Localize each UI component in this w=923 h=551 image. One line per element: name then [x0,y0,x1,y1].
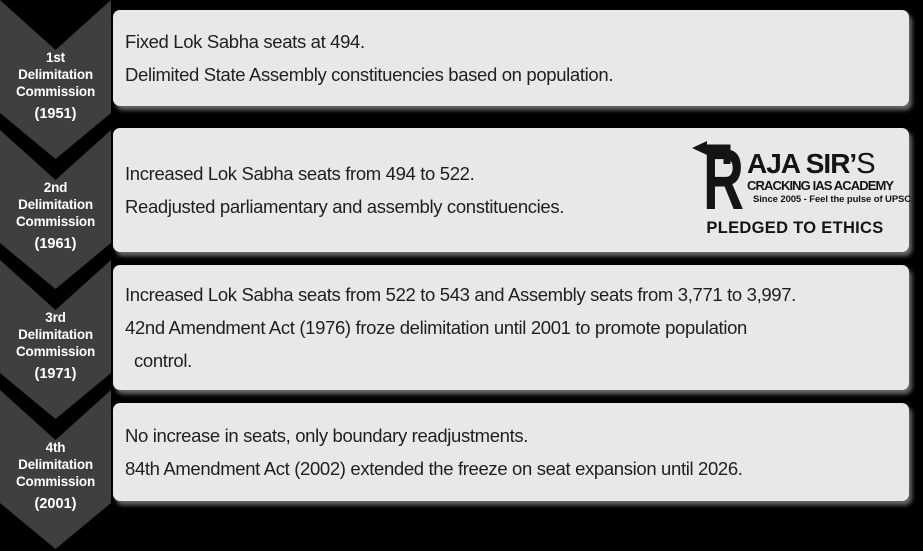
chevron-label-line: Delimitation [18,327,93,342]
info-box-1971: Increased Lok Sabha seats from 522 to 54… [113,265,909,390]
logo-tagline-since: Since 2005 - Feel the pulse of UPSC [753,194,912,205]
chevron-1st-delimitation: 1st Delimitation Commission (1951) [0,0,111,159]
left-arrow-icon [692,141,731,164]
chevron-year: (2001) [34,496,77,512]
chevron-label-line: Commission [15,214,95,229]
chevron-label-line: 3rd [45,310,66,325]
chevron-label-line: Commission [15,344,95,359]
box-text-line: No increase in seats, only boundary read… [125,425,529,446]
chevron-year: (1961) [34,236,77,252]
logo-text-column: AJA SIR’S CRACKING IAS ACADEMY Since 200… [747,148,912,206]
chevron-year: (1971) [34,366,77,382]
chevron-label-line: Commission [15,84,95,99]
box-text-line: 84th Amendment Act (2002) extended the f… [125,458,743,479]
box-text-line: Delimited State Assembly constituencies … [125,64,614,85]
chevron-label-line: 4th [45,440,66,455]
chevron-label-line: Delimitation [18,67,93,82]
info-box-1961: Increased Lok Sabha seats from 494 to 52… [113,128,911,252]
chevron-label-line: Delimitation [18,197,93,212]
info-box-1951: Fixed Lok Sabha seats at 494. Delimited … [113,10,909,106]
box-text-line: 42nd Amendment Act (1976) froze delimita… [125,317,747,338]
box-text-line: Increased Lok Sabha seats from 522 to 54… [125,284,796,305]
box-text-line: Fixed Lok Sabha seats at 494. [125,31,365,52]
chevron-label-line: 1st [46,50,65,65]
logo-tagline-academy: CRACKING IAS ACADEMY [747,178,894,193]
info-box-2001: No increase in seats, only boundary read… [113,403,909,501]
raja-sirs-academy-logo: R AJA SIR’S CRACKING IAS ACADEMY Since 2… [689,132,911,245]
logo-name-main: AJA SIR’ [747,148,857,179]
chevron-year: (1951) [34,106,77,122]
logo-tagline-ethics: PLEDGED TO ETHICS [706,219,884,237]
box-text-line: Readjusted parliamentary and assembly co… [125,196,565,217]
logo-letter-r-wrap: R [692,132,747,228]
box-text-line: control. [134,350,192,371]
logo-name-s: S [856,148,875,180]
chevron-label-line: 2nd [43,180,68,195]
logo-name: AJA SIR’S [747,148,911,180]
logo-main-row: R AJA SIR’S CRACKING IAS ACADEMY Since 2… [689,132,911,228]
box-text-line: Increased Lok Sabha seats from 494 to 52… [125,163,475,184]
chevron-label-line: Delimitation [18,457,93,472]
logo-letter-r: R [703,132,744,228]
chevron-label-line: Commission [15,474,95,489]
